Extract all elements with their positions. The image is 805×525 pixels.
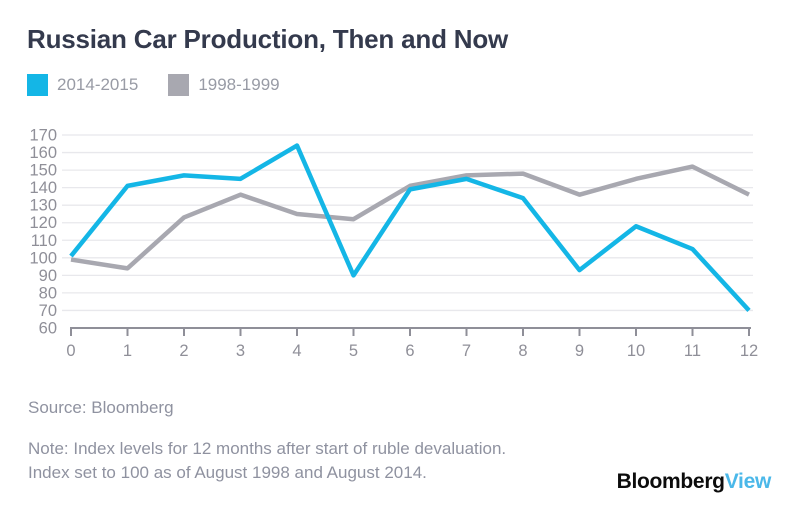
legend-label-2014-2015: 2014-2015 [57, 75, 139, 94]
y-tick-label-130: 130 [29, 197, 57, 215]
x-tick-label-6: 6 [405, 342, 414, 360]
logo-view-text: View [724, 470, 772, 493]
note-line-1: Note: Index levels for 12 months after s… [28, 439, 507, 458]
source-text: Source: Bloomberg [28, 398, 174, 417]
x-tick-label-8: 8 [518, 342, 527, 360]
x-tick-label-5: 5 [349, 342, 358, 360]
x-tick-label-4: 4 [292, 342, 301, 360]
x-tick-label-9: 9 [575, 342, 584, 360]
x-tick-label-11: 11 [684, 342, 701, 360]
y-tick-label-120: 120 [29, 214, 57, 232]
legend-swatch-1998-1999 [168, 74, 190, 96]
x-tick-label-10: 10 [627, 342, 645, 360]
series-line-1998-1999 [70, 164, 751, 271]
x-tick-label-3: 3 [236, 342, 245, 360]
x-tick-label-2: 2 [179, 342, 188, 360]
y-tick-label-90: 90 [39, 267, 57, 285]
y-tick-label-100: 100 [29, 249, 57, 267]
x-tick-label-7: 7 [462, 342, 471, 360]
page-title: Russian Car Production, Then and Now [27, 24, 509, 54]
x-tick-label-0: 0 [66, 342, 75, 360]
note-line-2: Index set to 100 as of August 1998 and A… [28, 463, 427, 482]
logo-bloomberg-text: Bloomberg [616, 470, 725, 493]
x-tick-label-1: 1 [123, 342, 132, 360]
legend-item-2014-2015: 2014-2015 [27, 74, 138, 96]
y-tick-label-170: 170 [29, 127, 57, 145]
legend-swatch-2014-2015 [27, 74, 48, 96]
y-tick-label-110: 110 [31, 232, 57, 250]
y-tick-label-60: 60 [39, 320, 57, 338]
legend-item-1998-1999: 1998-1999 [168, 74, 280, 96]
y-tick-label-80: 80 [39, 284, 57, 302]
y-tick-label-70: 70 [39, 302, 57, 320]
series-line-2014-2015 [69, 143, 751, 312]
y-tick-label-150: 150 [29, 162, 57, 180]
legend-label-1998-1999: 1998-1999 [198, 75, 280, 94]
x-tick-label-12: 12 [740, 342, 758, 360]
note-text: Note: Index levels for 12 months after s… [28, 437, 506, 485]
y-tick-label-160: 160 [29, 144, 57, 162]
y-tick-label-140: 140 [29, 179, 57, 197]
legend: 2014-2015 1998-1999 [27, 74, 280, 96]
bloomberg-view-logo: BloombergView [616, 470, 772, 494]
